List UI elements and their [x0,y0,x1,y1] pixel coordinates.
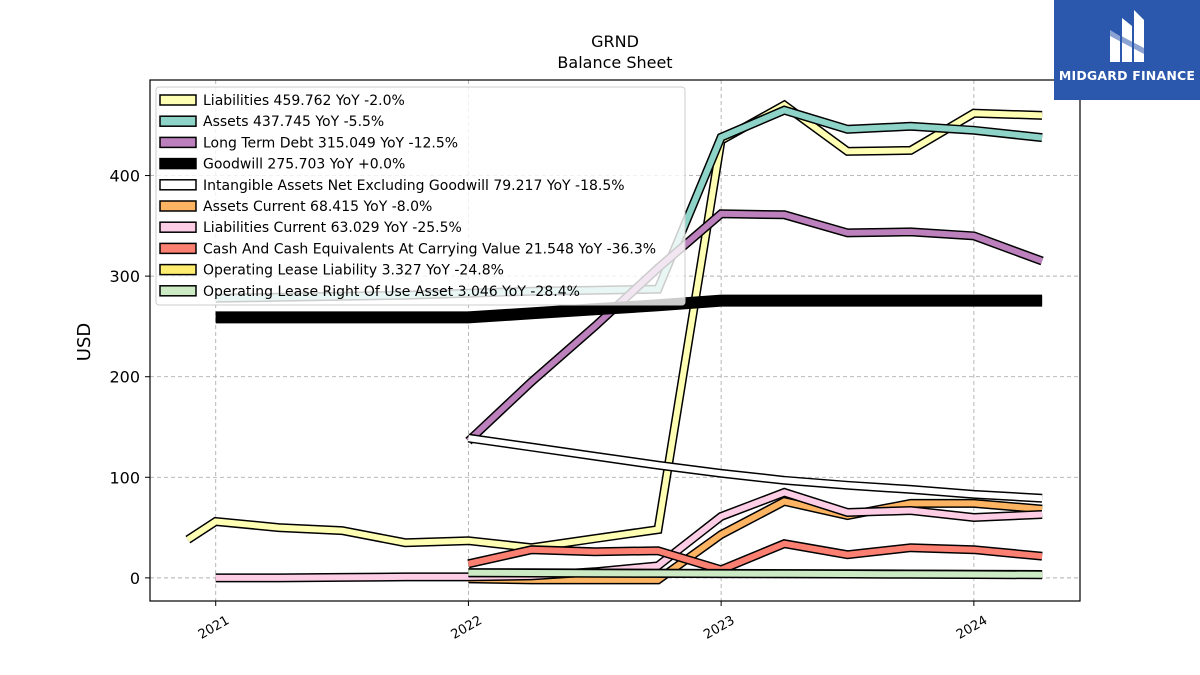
legend-entry: Cash And Cash Equivalents At Carrying Va… [203,241,656,257]
x-axis-ticks: 2021 2022 2023 2024 [196,601,990,643]
y-axis-label: USD [74,323,95,361]
series-line [465,209,1044,445]
series-line [468,496,1043,585]
series-line [185,99,1043,553]
legend-entry: Assets 437.745 YoY -5.5% [203,114,384,130]
legend-swatch [159,179,197,191]
legend-entry: Long Term Debt 315.049 YoY -12.5% [203,135,458,151]
series-line-fill [467,435,1043,502]
chart-subtitle: Balance Sheet [557,53,672,72]
brand-name: MIDGARD FINANCE [1058,68,1196,83]
legend-entry: Liabilities 459.762 YoY -2.0% [203,93,405,109]
legend-entry: Operating Lease Liability 3.327 YoY -24.… [203,263,504,279]
y-tick-label: 300 [109,267,140,286]
series-line-fill [468,569,1043,578]
series-line-outline [467,433,1043,503]
legend-entry: Operating Lease Right Of Use Asset 3.046… [203,284,580,300]
series-lines [185,99,1044,585]
legend-swatch [159,136,197,149]
x-tick-label: 2023 [701,613,737,643]
y-tick-label: 200 [109,368,140,387]
midgard-logo-icon [1110,10,1144,62]
legend-entry: Goodwill 275.703 YoY +0.0% [203,157,405,173]
legend-box [155,86,686,306]
series-line-fill [467,540,1043,573]
legend-swatch [159,200,197,212]
legend-swatch [159,115,197,127]
legend-entry: Intangible Assets Net Excluding Goodwill… [203,178,625,194]
chart-title: GRND [591,32,639,51]
series-line-fill [215,296,1043,322]
y-tick-label: 0 [130,569,140,588]
legend-swatch [159,263,197,276]
series-line [467,539,1043,575]
legend: Liabilities 459.762 YoY -2.0% Assets 437.… [155,86,686,306]
y-tick-label: 100 [109,468,140,487]
series-line [468,568,1043,580]
y-tick-label: 400 [109,167,140,186]
legend-entry: Liabilities Current 63.029 YoY -25.5% [203,220,462,236]
legend-swatch [159,285,197,297]
legend-swatch [159,221,197,233]
y-axis-ticks: 0 100 200 300 400 [109,167,150,588]
legend-swatch [159,157,197,170]
x-tick-label: 2022 [449,613,485,643]
legend-swatch [159,242,197,255]
series-line [215,294,1043,324]
x-tick-label: 2021 [196,613,232,643]
brand-logo: MIDGARD FINANCE [1054,0,1200,100]
legend-entry: Assets Current 68.415 YoY -8.0% [203,199,432,215]
legend-swatch [159,94,197,106]
plot-frame [149,79,1081,602]
series-line [467,433,1043,503]
series-line-fill [468,498,1043,583]
series-line-fill [466,210,1044,444]
series-line-fill [186,101,1043,551]
x-tick-label: 2024 [954,613,990,643]
